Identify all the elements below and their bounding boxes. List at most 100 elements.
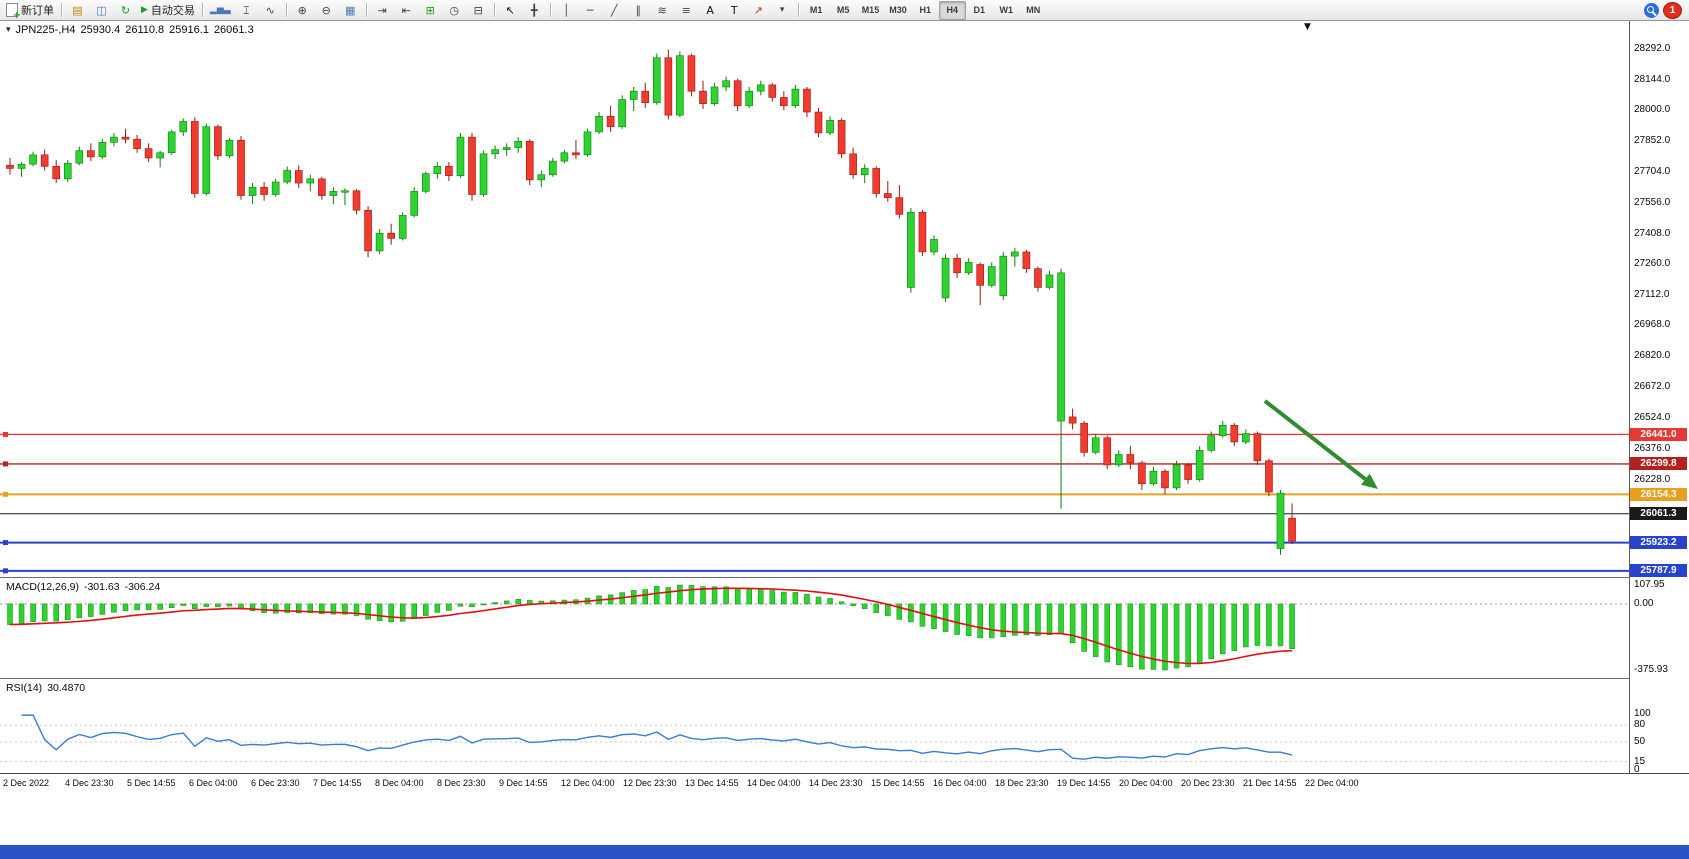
fibonacci-icon: ≋: [657, 3, 667, 17]
indicators-button[interactable]: ⊞: [419, 1, 442, 20]
price-chart-panel[interactable]: ▾ JPN225-,H4 25930.4 26110.8 25916.1 260…: [0, 21, 1630, 577]
time-axis[interactable]: 2 Dec 2022 4 Dec 23:30 5 Dec 14:55 6 Dec 04…: [0, 773, 1689, 794]
arrows-tool-button[interactable]: ↗: [747, 1, 770, 20]
chart-shift-icon: ⇤: [401, 3, 411, 17]
toolbar-separator: [201, 3, 203, 17]
trend-line-icon: ╱: [610, 3, 618, 17]
price-axis-label: 26672.0: [1634, 381, 1671, 393]
chart-symbol-period: JPN225-,H4: [15, 24, 76, 36]
time-label: 19 Dec 14:55: [1057, 778, 1111, 788]
candle-chart-button[interactable]: ⌶: [235, 1, 258, 20]
timeframe-button-M5[interactable]: M5: [836, 5, 850, 15]
price-axis-label: 26968.0: [1634, 319, 1671, 331]
periods-button[interactable]: ◷: [443, 1, 466, 20]
search-icon[interactable]: [1644, 2, 1659, 18]
grid-tool-icon: ≡: [681, 3, 691, 17]
price-axis[interactable]: 28292.0 28144.0 28000.0 27852.0 27704.0 27556…: [1630, 21, 1689, 775]
zoom-out-icon: ⊖: [321, 3, 331, 17]
templates-button[interactable]: ⊟: [467, 1, 490, 20]
timeframe-button-D1[interactable]: D1: [973, 5, 985, 15]
rsi-indicator-panel[interactable]: RSI(14) 30.4870: [0, 678, 1630, 774]
chart-shift-button[interactable]: ⇤: [395, 1, 418, 20]
market-watch-button[interactable]: ◫: [90, 1, 113, 20]
zoom-out-button[interactable]: ⊖: [315, 1, 338, 20]
zoom-in-button[interactable]: ⊕: [291, 1, 314, 20]
macd-signal-line: [9, 587, 1293, 665]
time-label: 12 Dec 04:00: [561, 778, 615, 788]
new-order-icon: +: [6, 3, 21, 21]
line-chart-button[interactable]: ∿: [259, 1, 282, 20]
vertical-line-button[interactable]: │: [555, 1, 578, 20]
price-axis-label: 27408.0: [1634, 227, 1671, 239]
toolbar-separator: [61, 3, 62, 17]
hline-handle[interactable]: [3, 540, 8, 546]
notification-badge[interactable]: 1: [1663, 1, 1682, 19]
macd-indicator-panel[interactable]: MACD(12,26,9) -301.63 -306.24: [0, 577, 1630, 679]
timeframe-button-H4[interactable]: H4: [938, 0, 966, 20]
timeframe-strip: M1 M5 M15 M30 H1 H4 D1 W1 MN: [803, 0, 1047, 20]
tile-windows-button[interactable]: ▦: [339, 1, 362, 20]
hline-handle[interactable]: [3, 491, 8, 497]
label-tool-icon: T: [730, 3, 738, 17]
timeframe-button-W1[interactable]: W1: [999, 5, 1013, 15]
toolbar-right-cluster: 1: [1644, 1, 1686, 19]
text-tool-button[interactable]: A: [699, 1, 722, 20]
grid-tool-button[interactable]: ≡: [675, 1, 698, 20]
price-tag-25787.9: 25787.9: [1630, 564, 1687, 578]
timeframe-button-H1[interactable]: H1: [919, 5, 931, 15]
timeframe-button-M30[interactable]: M30: [889, 5, 907, 15]
tools-dropdown-button[interactable]: ▾: [771, 1, 794, 20]
macd-signal-value: -306.24: [124, 581, 161, 593]
time-label: 22 Dec 04:00: [1305, 778, 1359, 788]
price-axis-label: 26524.0: [1634, 412, 1671, 424]
rsi-chart[interactable]: [0, 679, 1629, 774]
price-tag-26061.3: 26061.3: [1630, 507, 1687, 521]
vertical-line-icon: │: [562, 3, 570, 17]
bar-chart-icon: ▂▅▃: [209, 4, 231, 15]
symbol-dropdown-icon[interactable]: ▾: [6, 25, 11, 35]
horizontal-lines-layer[interactable]: [0, 431, 1629, 574]
time-label: 16 Dec 04:00: [933, 778, 987, 788]
candles-layer[interactable]: [6, 49, 1296, 555]
chart-shift-marker-icon[interactable]: ▼: [1304, 22, 1311, 32]
toolbar-separator: [365, 3, 367, 17]
candle-chart-icon: ⌶: [242, 3, 250, 17]
price-tag-25923.2: 25923.2: [1630, 536, 1687, 550]
label-tool-button[interactable]: T: [723, 1, 746, 20]
bar-chart-button[interactable]: ▂▅▃: [207, 1, 234, 20]
line-chart-icon: ∿: [265, 3, 275, 17]
rsi-axis-label: 100: [1634, 708, 1651, 719]
hline-handle[interactable]: [3, 431, 8, 437]
chart-close-value: 26061.3: [213, 24, 254, 36]
fibonacci-button[interactable]: ≋: [651, 1, 674, 20]
hline-handle[interactable]: [3, 461, 8, 467]
hline-handle[interactable]: [3, 568, 8, 574]
chart-window-button[interactable]: ▤: [66, 1, 89, 20]
timeframe-button-M1[interactable]: M1: [809, 5, 823, 15]
new-order-button[interactable]: + 新订单: [3, 1, 57, 21]
rsi-name: RSI(14): [6, 682, 43, 694]
timeframe-button-MN[interactable]: MN: [1026, 5, 1041, 15]
candlestick-chart[interactable]: [0, 21, 1629, 577]
auto-trading-button[interactable]: ▶ 自动交易: [138, 1, 198, 20]
channel-button[interactable]: ∥: [627, 1, 650, 20]
bottom-taskbar-strip: [0, 845, 1689, 859]
auto-scroll-button[interactable]: ⇥: [371, 1, 394, 20]
timeframe-button-M15[interactable]: M15: [861, 5, 880, 15]
chart-low-value: 25916.1: [169, 24, 209, 36]
crosshair-button[interactable]: ╋: [523, 1, 546, 20]
refresh-button[interactable]: ↻: [114, 1, 137, 20]
cursor-button[interactable]: ↖: [499, 1, 522, 20]
trend-line-button[interactable]: ╱: [603, 1, 626, 20]
macd-name: MACD(12,26,9): [6, 581, 79, 593]
chart-open-value: 25930.4: [80, 24, 121, 36]
trend-arrow-annotation[interactable]: [1263, 399, 1378, 489]
horizontal-line-button[interactable]: ─: [579, 1, 602, 20]
time-label: 21 Dec 14:55: [1243, 778, 1297, 788]
dropdown-arrow-icon: ▾: [779, 4, 785, 15]
price-axis-label: 26376.0: [1634, 443, 1671, 455]
price-axis-label: 27852.0: [1634, 134, 1671, 146]
macd-chart[interactable]: [0, 578, 1629, 679]
toolbar-separator: [285, 3, 287, 17]
time-label: 15 Dec 14:55: [871, 778, 925, 788]
